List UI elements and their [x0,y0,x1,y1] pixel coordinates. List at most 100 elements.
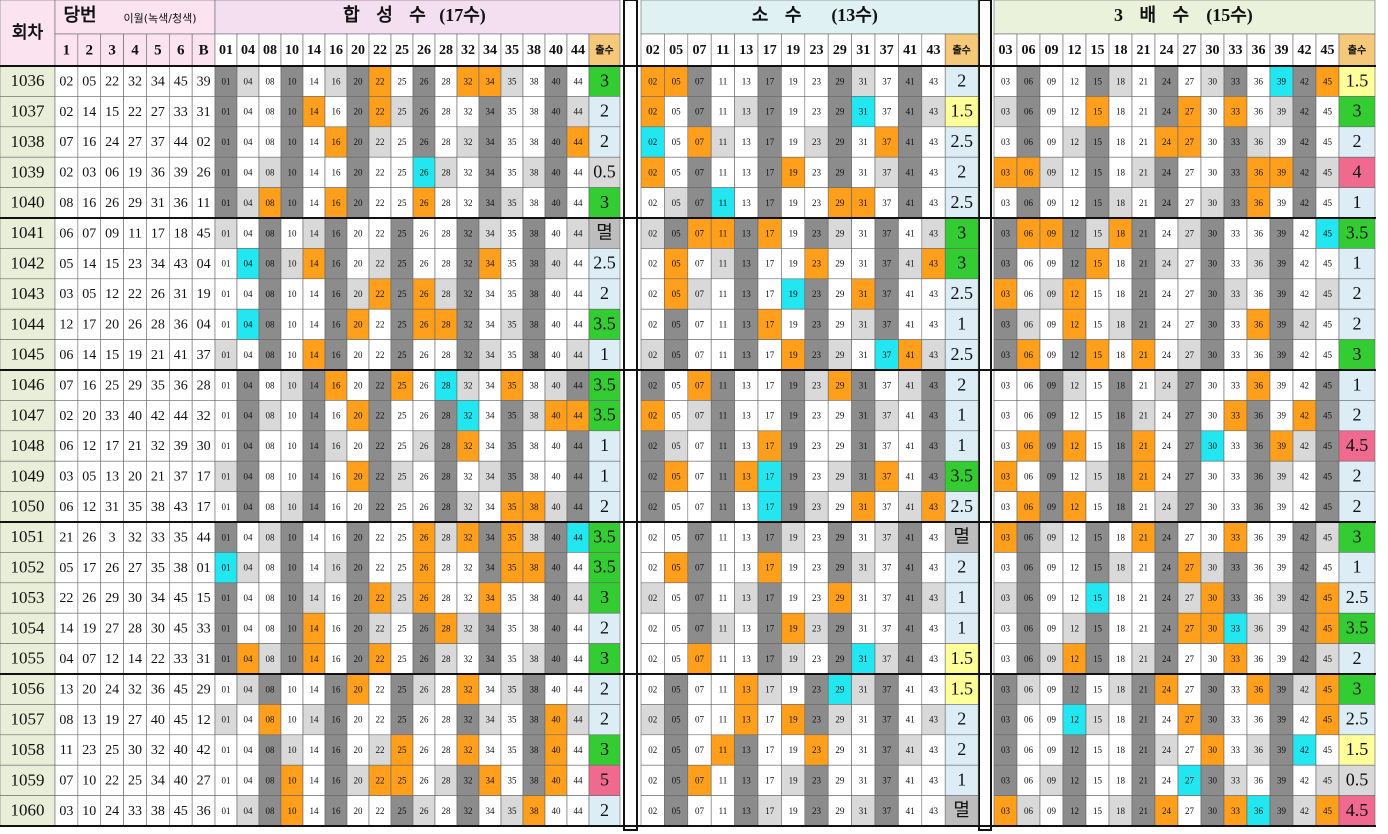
section-cell: 39 [1277,471,1287,481]
section-cell: 26 [420,532,430,542]
winning-number: 30 [128,743,142,758]
section-cell: 07 [695,137,705,147]
section-cell: 27 [1185,684,1195,694]
section-cell: 31 [859,775,868,785]
section-cell: 41 [906,319,915,329]
section-cell: 22 [376,350,385,360]
section-cell: 19 [789,76,799,86]
section-cell: 22 [376,532,385,542]
winning-number: 16 [82,378,96,393]
round: 1060 [11,801,45,820]
section-cell: 45 [1323,350,1333,360]
section-cell: 12 [1070,380,1079,390]
hits: 3 [1353,526,1362,546]
section-cell: 38 [530,76,540,86]
section-cell: 44 [574,198,584,208]
winning-number: 28 [151,318,165,333]
section-cell: 15 [1093,107,1103,117]
section-cell: 23 [812,441,822,451]
section-number-header: 17 [763,43,777,58]
section-cell: 22 [376,471,385,481]
round-bg [0,369,56,401]
section-cell: 28 [442,593,452,603]
hits-bg [588,552,621,584]
section-cell: 14 [310,623,320,633]
section-cell: 45 [1323,715,1333,725]
section-cell: 22 [376,76,385,86]
hits: 2 [600,800,609,820]
winning-number: 27 [128,135,142,150]
section-cell: 26 [420,715,430,725]
section-cell: 04 [244,441,254,451]
section-cell: 06 [1024,471,1034,481]
section-cell: 06 [1024,775,1034,785]
section-cell: 12 [1070,654,1079,664]
winning-number: 11 [60,743,73,758]
section-cell: 37 [882,715,892,725]
section-cell: 32 [464,593,473,603]
section-cell: 04 [244,137,254,147]
winning-number: 35 [151,561,165,576]
section-cell: 17 [765,380,775,390]
hits: 2.5 [950,283,973,303]
section-cell: 07 [695,532,705,542]
winning-number: 45 [174,713,188,728]
section-cell: 12 [1070,411,1079,421]
section-number-header: 13 [739,43,753,58]
hits: 2 [957,557,966,577]
section-cell: 35 [508,745,518,755]
section-cell: 37 [882,563,892,573]
section-cell: 17 [765,502,775,512]
hits: 2.5 [1346,587,1369,607]
section-cell: 30 [1208,107,1218,117]
section-cell: 26 [420,775,430,785]
section-cell: 31 [859,532,868,542]
section-count: (13수) [831,5,878,26]
section-cell: 01 [222,259,231,269]
section-cell: 30 [1208,137,1218,147]
section-cell: 24 [1162,107,1172,117]
section-cell: 39 [1277,441,1287,451]
section-cell: 36 [1254,198,1264,208]
section-cell: 20 [354,441,364,451]
section-cell: 14 [310,167,320,177]
section-cell: 28 [442,532,452,542]
winning-number: 33 [105,409,119,424]
section-cell: 21 [1139,319,1148,329]
section-cell: 31 [859,289,868,299]
section-cell: 32 [464,715,473,725]
round-bg [0,65,56,97]
hits-bg [588,521,621,553]
section-cell: 27 [1185,319,1195,329]
section-cell: 31 [859,380,868,390]
round: 1043 [11,284,45,303]
section-cell: 29 [835,654,845,664]
section-cell: 16 [332,593,342,603]
section-cell: 21 [1139,715,1148,725]
section-cell: 01 [222,532,231,542]
section-cell: 02 [648,715,657,725]
winning-number: 32 [128,530,142,545]
section-cell: 42 [1300,775,1309,785]
section-cell: 15 [1093,593,1103,603]
section-cell: 08 [266,654,276,664]
section-cell: 06 [1024,319,1034,329]
winning-number: 29 [128,378,142,393]
section-cell: 27 [1185,380,1195,390]
section-cell: 35 [508,259,518,269]
section-cell: 13 [742,289,752,299]
section-cell: 16 [332,167,342,177]
hits: 3 [600,648,609,668]
hits-header-bg [1338,33,1376,67]
section-cell: 22 [376,502,385,512]
section-cell: 26 [420,593,430,603]
section-cell: 16 [332,137,342,147]
section-cell: 24 [1162,198,1172,208]
section-cell: 24 [1162,593,1172,603]
section-cell: 17 [765,654,775,664]
section-cell: 45 [1323,532,1333,542]
hits: 1 [957,770,966,790]
section-cell: 04 [244,563,254,573]
section-cell: 29 [835,532,845,542]
section-cell: 11 [719,623,728,633]
